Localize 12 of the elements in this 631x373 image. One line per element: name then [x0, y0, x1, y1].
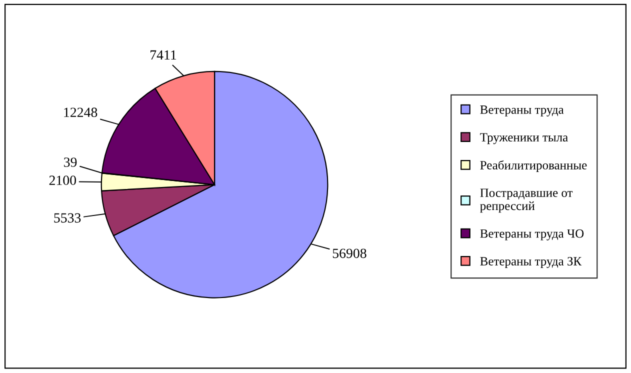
data-label: 7411 [150, 50, 176, 60]
legend-label: Пострадавшие от репрессий [480, 188, 573, 213]
data-label: 56908 [332, 248, 366, 258]
legend-label: Труженики тыла [480, 133, 568, 144]
legend-label: Ветераны труда ЧО [480, 229, 584, 240]
data-label: 12248 [64, 108, 98, 118]
legend-label: Ветераны труда ЗК [480, 257, 582, 268]
data-label: 2100 [49, 176, 76, 186]
data-label: 39 [64, 158, 77, 167]
legend-label: Реабилитированные [480, 160, 587, 172]
legend-label: Ветераны труда [480, 106, 564, 116]
data-label: 5533 [54, 213, 81, 223]
